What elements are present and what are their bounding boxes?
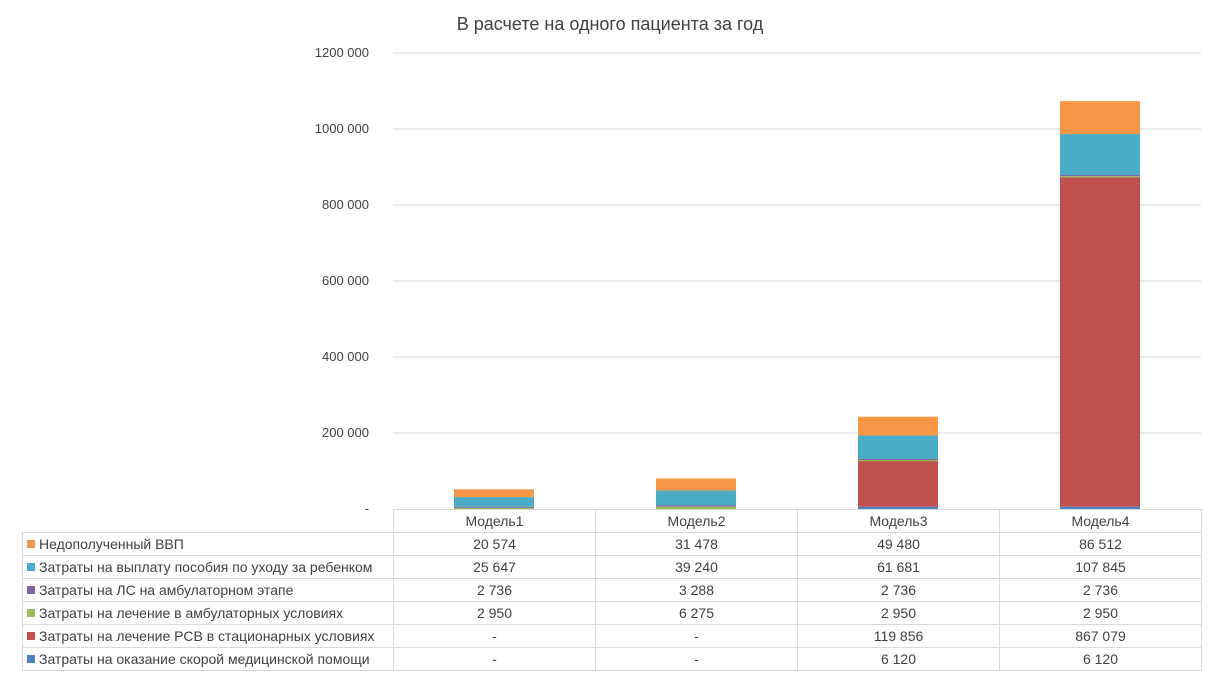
y-tick-label: 200 000 [322,425,369,440]
y-tick-label: 600 000 [322,273,369,288]
legend-swatch [27,632,35,640]
table-corner [22,509,394,533]
y-tick-label: 1200 000 [315,45,369,60]
bar-segment [454,497,534,507]
data-value-cell: 20 574 [393,532,596,556]
table-header-row: Модель1 Модель2 Модель3 Модель4 [22,509,1202,533]
data-value-cell: 49 480 [797,532,1000,556]
bar-segment [656,478,736,491]
data-value-cell: 2 736 [393,578,596,602]
series-label-cell: Затраты на выплату пособия по уходу за р… [22,555,394,579]
data-table: Модель1 Модель2 Модель3 Модель4 Недополученн… [22,509,1202,671]
data-value-cell: 3 288 [595,578,798,602]
data-value-cell: 31 478 [595,532,798,556]
series-name: Затраты на ЛС на амбулаторном этапе [39,582,294,598]
y-tick-label: 400 000 [322,349,369,364]
legend-swatch [27,586,35,594]
series-name: Недополученный ВВП [39,536,184,552]
data-value-cell: 2 950 [393,601,596,625]
data-value-cell: 2 736 [797,578,1000,602]
category-label: Модель3 [797,509,1000,533]
y-axis-labels: - 200 000 400 000 600 000 800 000 1000 000 120… [315,45,369,512]
data-value-cell: 107 845 [999,555,1202,579]
bar-segment [1060,177,1140,507]
table-row: Недополученный ВВП 20 574 31 478 49 480 86 5… [22,532,1202,556]
data-value-cell: 6 120 [999,647,1202,671]
series-label-cell: Затраты на ЛС на амбулаторном этапе [22,578,394,602]
data-value-cell: - [393,647,596,671]
table-row: Затраты на ЛС на амбулаторном этапе 2 736… [22,578,1202,602]
legend-swatch [27,609,35,617]
legend-swatch [27,540,35,548]
series-label-cell: Затраты на лечение в амбулаторных услови… [22,601,394,625]
bar-segment [1060,134,1140,176]
bar-segment [858,435,938,459]
y-tick-label: 800 000 [322,197,369,212]
stacked-bar-chart: - 200 000 400 000 600 000 800 000 1000 000 120… [315,45,1201,512]
bar-segment [858,506,938,509]
y-tick-label: 1000 000 [315,121,369,136]
category-label: Модель1 [393,509,596,533]
series-label-cell: Затраты на оказание скорой медицинской п… [22,647,394,671]
data-value-cell: - [393,624,596,648]
bar-segment [1060,101,1140,135]
category-label: Модель2 [595,509,798,533]
data-value-cell: 2 736 [999,578,1202,602]
data-value-cell: 86 512 [999,532,1202,556]
bar-segment [1060,175,1140,177]
category-label: Модель4 [999,509,1202,533]
data-value-cell: 2 950 [797,601,1000,625]
bar-segment [454,507,534,509]
data-value-cell: 39 240 [595,555,798,579]
bar-segment [454,506,534,508]
data-value-cell: 2 950 [999,601,1202,625]
legend-swatch [27,655,35,663]
bar-segment [858,461,938,507]
table-row: Затраты на лечение в амбулаторных услови… [22,601,1202,625]
bars [454,101,1140,509]
table-row: Затраты на лечение РСВ в стационарных ус… [22,624,1202,648]
series-name: Затраты на лечение в амбулаторных услови… [39,605,344,621]
bar-segment [454,489,534,498]
bar-segment [1060,506,1140,509]
bar-segment [656,506,736,509]
bar-segment [858,460,938,462]
data-value-cell: - [595,624,798,648]
series-name: Затраты на выплату пособия по уходу за р… [39,559,373,575]
table-row: Затраты на выплату пособия по уходу за р… [22,555,1202,579]
bar-segment [858,416,938,436]
data-value-cell: 867 079 [999,624,1202,648]
series-label-cell: Недополученный ВВП [22,532,394,556]
data-value-cell: 6 120 [797,647,1000,671]
series-name: Затраты на лечение РСВ в стационарных ус… [39,628,375,644]
bar-segment [656,490,736,506]
series-label-cell: Затраты на лечение РСВ в стационарных ус… [22,624,394,648]
data-value-cell: - [595,647,798,671]
data-value-cell: 25 647 [393,555,596,579]
y-tick-label: - [365,501,369,512]
series-name: Затраты на оказание скорой медицинской п… [39,651,370,667]
bar-segment [656,505,736,507]
legend-swatch [27,563,35,571]
data-value-cell: 119 856 [797,624,1000,648]
bar-segment [1060,176,1140,178]
data-value-cell: 6 275 [595,601,798,625]
data-value-cell: 61 681 [797,555,1000,579]
bar-segment [858,458,938,461]
table-row: Затраты на оказание скорой медицинской п… [22,647,1202,671]
chart-title: В расчете на одного пациента за год [456,14,764,34]
